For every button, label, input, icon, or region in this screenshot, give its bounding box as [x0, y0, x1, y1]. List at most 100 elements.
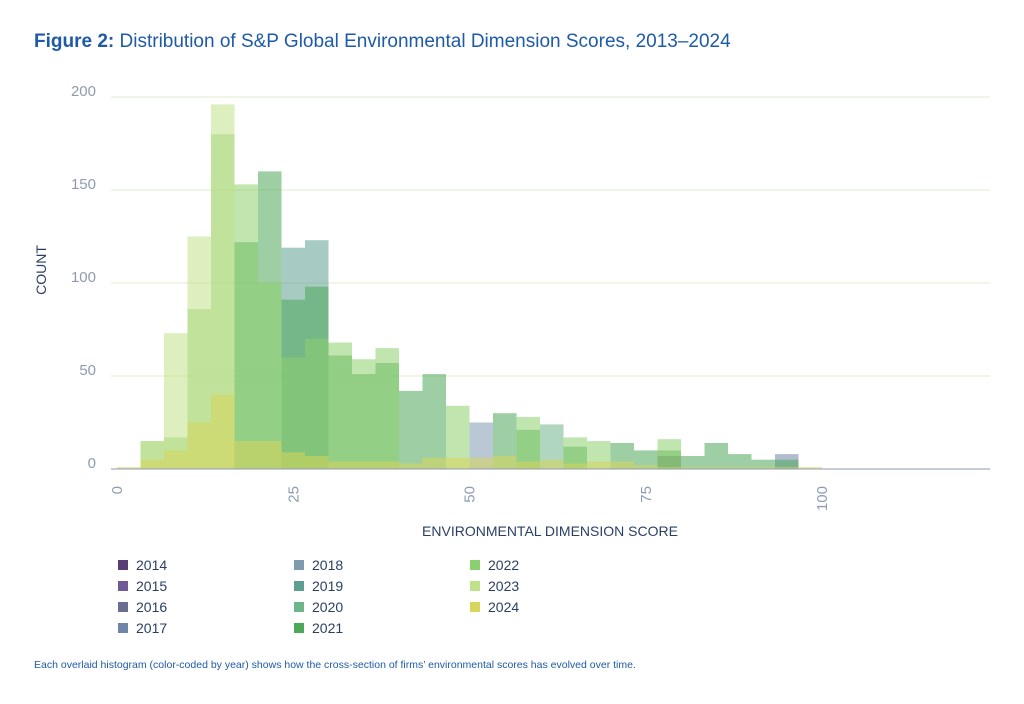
legend-label: 2016: [136, 599, 168, 615]
bar-2022-bin-6: [258, 283, 282, 469]
bar-2022-bin-8: [305, 338, 329, 469]
bar-2024-bin-19: [563, 463, 587, 469]
legend-item-2017: 2017: [118, 620, 167, 636]
bar-2018-bin-15: [469, 422, 493, 469]
bar-2022-bin-14: [446, 405, 470, 469]
legend-label: 2022: [488, 557, 520, 573]
y-tick-label-0: 0: [88, 455, 96, 472]
legend-label: 2017: [136, 620, 168, 636]
legend-swatch: [470, 602, 480, 612]
legend-swatch: [470, 581, 480, 591]
bar-2024-bin-5: [234, 441, 258, 469]
legend-label: 2019: [312, 578, 344, 594]
x-axis-title: ENVIRONMENTAL DIMENSION SCORE: [422, 523, 678, 539]
bar-2024-bin-14: [446, 457, 470, 469]
legend-label: 2020: [312, 599, 344, 615]
legend-label: 2023: [488, 578, 520, 594]
legend-label: 2015: [136, 578, 168, 594]
legend-swatch: [294, 560, 304, 570]
y-tick-label-100: 100: [71, 269, 96, 286]
y-axis-title: COUNT: [33, 245, 49, 295]
x-tick-label-0: 0: [109, 486, 126, 494]
bar-2024-bin-16: [493, 456, 517, 469]
legend-item-2020: 2020: [294, 599, 343, 615]
bar-2021-bin-13: [422, 374, 446, 469]
legend-swatch: [118, 623, 128, 633]
bar-2022-bin-17: [516, 416, 540, 469]
bar-2020-bin-18: [540, 424, 564, 469]
legend-item-2018: 2018: [294, 557, 343, 573]
x-tick-label-25: 25: [285, 486, 302, 503]
bar-2023-bin-4: [211, 104, 235, 470]
legend-swatch: [118, 560, 128, 570]
chart-title: Figure 2: Distribution of S&P Global Env…: [34, 31, 731, 53]
figure-title-text: Distribution of S&P Global Environmental…: [119, 31, 731, 52]
bar-2024-bin-24: [681, 467, 705, 469]
bar-2021-bin-27: [751, 459, 775, 469]
legend: 2014 2015 2016 2017 2018 2019 2020 2021 2022 2023…: [118, 557, 578, 639]
bar-2022-bin-19: [563, 437, 587, 469]
bar-2021-bin-22: [634, 450, 658, 469]
bar-2024-bin-1: [140, 459, 164, 469]
bar-2024-bin-11: [375, 461, 399, 469]
legend-label: 2021: [312, 620, 344, 636]
legend-swatch: [118, 581, 128, 591]
figure-caption: Each overlaid histogram (color-coded by …: [34, 659, 636, 671]
x-tick-label-50: 50: [462, 486, 479, 503]
y-tick-label-150: 150: [71, 176, 96, 193]
bar-2024-bin-23: [657, 467, 681, 469]
bar-2024-bin-15: [469, 457, 493, 469]
x-tick-label-100: 100: [814, 486, 831, 511]
bar-2024-bin-12: [399, 463, 423, 469]
bar-2024-bin-10: [352, 461, 376, 469]
bar-2024-bin-8: [305, 456, 329, 469]
bar-2021-bin-12: [399, 390, 423, 469]
bar-2024-bin-17: [516, 461, 540, 469]
bar-2022-bin-10: [352, 359, 376, 469]
figure-label: Figure 2:: [34, 31, 115, 52]
bar-2023-bin-3: [187, 236, 211, 469]
bar-2024-bin-28: [775, 467, 799, 469]
bar-2024-bin-26: [728, 467, 752, 469]
y-tick-label-200: 200: [71, 83, 96, 100]
bar-2024-bin-21: [610, 461, 634, 469]
bar-2024-bin-0: [117, 467, 141, 469]
bar-2024-bin-9: [328, 461, 352, 469]
bar-2021-bin-28: [775, 459, 799, 469]
bar-2021-bin-24: [681, 456, 705, 469]
legend-label: 2024: [488, 599, 520, 615]
bar-2021-bin-25: [704, 443, 728, 469]
y-tick-label-50: 50: [79, 362, 96, 379]
legend-swatch: [294, 602, 304, 612]
bar-2022-bin-11: [375, 348, 399, 469]
legend-item-2019: 2019: [294, 578, 343, 594]
legend-item-2021: 2021: [294, 620, 343, 636]
legend-item-2015: 2015: [118, 578, 167, 594]
legend-swatch: [294, 623, 304, 633]
legend-swatch: [470, 560, 480, 570]
bar-2021-bin-26: [728, 454, 752, 469]
legend-swatch: [118, 602, 128, 612]
legend-item-2014: 2014: [118, 557, 167, 573]
bar-2024-bin-4: [211, 394, 235, 469]
legend-label: 2018: [312, 557, 344, 573]
bar-2021-bin-16: [493, 413, 517, 469]
bar-2024-bin-27: [751, 467, 775, 469]
legend-swatch: [294, 581, 304, 591]
bar-2022-bin-23: [657, 439, 681, 469]
bar-2024-bin-18: [540, 459, 564, 469]
bar-2022-bin-7: [281, 357, 305, 469]
bar-2024-bin-3: [187, 422, 211, 469]
legend-label: 2014: [136, 557, 168, 573]
bar-2024-bin-13: [422, 457, 446, 469]
bar-2024-bin-7: [281, 452, 305, 469]
bar-2024-bin-6: [258, 441, 282, 469]
bar-2024-bin-29: [798, 467, 822, 469]
legend-item-2023: 2023: [470, 578, 519, 594]
bar-2024-bin-25: [704, 467, 728, 469]
bar-2022-bin-9: [328, 342, 352, 469]
legend-item-2024: 2024: [470, 599, 519, 615]
bar-2024-bin-20: [587, 461, 611, 469]
x-tick-label-75: 75: [638, 486, 655, 503]
